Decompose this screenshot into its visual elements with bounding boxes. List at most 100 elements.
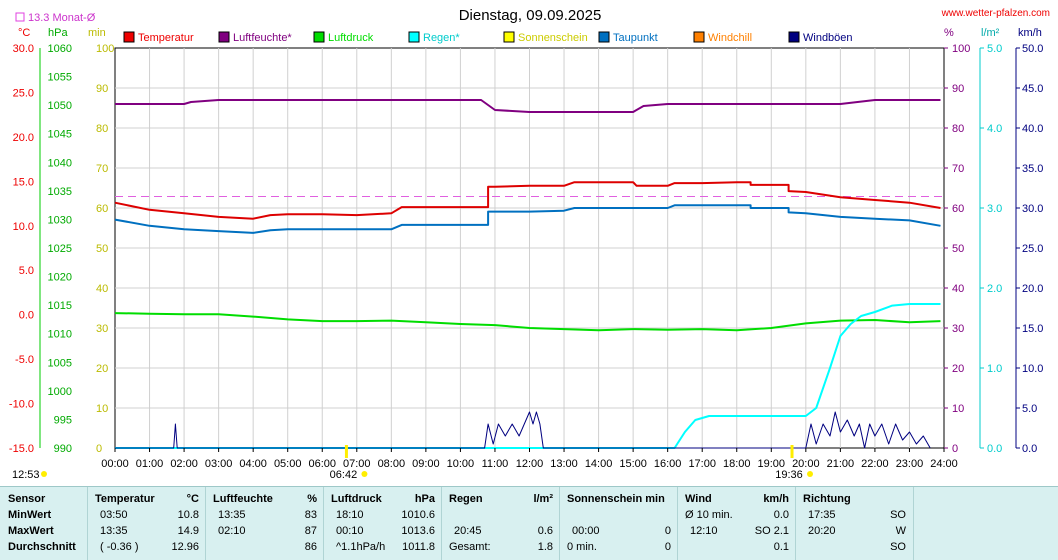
legend-swatch bbox=[788, 31, 800, 43]
temperature-time: 03:50 bbox=[100, 509, 128, 521]
x-tick-label: 16:00 bbox=[654, 458, 682, 470]
sun-axis-tick-label: 30 bbox=[96, 323, 108, 335]
header-wind: Wind bbox=[685, 493, 712, 505]
x-tick-label: 11:00 bbox=[482, 458, 509, 470]
temp-unit-label: °C bbox=[18, 27, 30, 39]
pressure-axis-tick-label: 1035 bbox=[48, 186, 72, 198]
column-divider bbox=[87, 487, 88, 560]
rain-value: 0.6 bbox=[537, 525, 553, 537]
x-tick-label: 06:00 bbox=[308, 458, 336, 470]
pressure-axis-tick-label: 1050 bbox=[48, 100, 72, 112]
humidity-value: 86 bbox=[304, 541, 317, 553]
pressure-axis-tick-label: 990 bbox=[54, 443, 72, 455]
humidity-axis-tick-label: 20 bbox=[952, 363, 964, 375]
x-tick-label: 04:00 bbox=[239, 458, 267, 470]
row-label: MaxWert bbox=[8, 525, 54, 537]
daylength-label: 12:53 bbox=[12, 469, 40, 481]
sunshine-time: 00:00 bbox=[572, 525, 600, 537]
legend-swatch bbox=[313, 31, 325, 43]
sun-axis-tick-label: 60 bbox=[96, 203, 108, 215]
x-tick-label: 21:00 bbox=[827, 458, 855, 470]
temperature-value: 12.96 bbox=[171, 541, 199, 553]
header-sunshine: Sonnenschein min bbox=[567, 493, 665, 505]
wind-axis-tick-label: 15.0 bbox=[1022, 323, 1043, 335]
direction-value: SO bbox=[890, 509, 906, 521]
temp-axis-tick-label: 5.0 bbox=[19, 265, 34, 277]
rain-axis-tick-label: 2.0 bbox=[987, 283, 1002, 295]
x-tick-label: 22:00 bbox=[861, 458, 889, 470]
pressure-axis-tick-label: 1025 bbox=[48, 243, 72, 255]
sun-axis-tick-label: 20 bbox=[96, 363, 108, 375]
wind-axis-tick-label: 25.0 bbox=[1022, 243, 1043, 255]
pressure-axis-tick-label: 1010 bbox=[48, 329, 72, 341]
row-label: MinWert bbox=[8, 509, 52, 521]
humidity-unit-label: % bbox=[944, 27, 954, 39]
sunshine-value: 0 bbox=[664, 541, 671, 553]
x-tick-label: 18:00 bbox=[723, 458, 751, 470]
column-divider bbox=[323, 487, 324, 560]
wind-axis-tick-label: 40.0 bbox=[1022, 123, 1043, 135]
temp-axis-tick-label: 30.0 bbox=[13, 43, 34, 55]
header-rain-unit: l/m² bbox=[533, 493, 553, 505]
legend-label: Taupunkt bbox=[613, 32, 658, 44]
sunrise-dot bbox=[361, 471, 368, 477]
header-humidity: Luftfeuchte bbox=[213, 493, 273, 505]
column-divider bbox=[913, 487, 914, 560]
x-tick-label: 09:00 bbox=[412, 458, 440, 470]
humidity-axis-tick-label: 30 bbox=[952, 323, 964, 335]
temp-axis-tick-label: 20.0 bbox=[13, 132, 34, 144]
pressure-axis-tick-label: 1030 bbox=[48, 214, 72, 226]
x-tick-label: 15:00 bbox=[619, 458, 647, 470]
sun-axis-tick-label: 50 bbox=[96, 243, 108, 255]
header-wind-unit: km/h bbox=[763, 493, 789, 505]
series-line-luftfeuchte bbox=[115, 99, 941, 113]
weather-chart: 30.0 25.0 20.0 15.0 10.0 5.0 0.0 -5.0 -10.0 -15.0… bbox=[9, 7, 1050, 481]
pressure-axis-tick-label: 1060 bbox=[48, 43, 72, 55]
pressure-value: 1013.6 bbox=[401, 525, 435, 537]
temperature-time: ( -0.36 ) bbox=[100, 541, 139, 553]
rain-unit-label: l/m² bbox=[981, 27, 1000, 39]
column-divider bbox=[795, 487, 796, 560]
humidity-time: 02:10 bbox=[218, 525, 246, 537]
pressure-axis-tick-label: 1000 bbox=[48, 386, 72, 398]
rain-axis-tick-label: 5.0 bbox=[987, 43, 1002, 55]
x-tick-label: 12:00 bbox=[516, 458, 544, 470]
direction-value: W bbox=[895, 525, 906, 537]
wind-axis-tick-label: 30.0 bbox=[1022, 203, 1043, 215]
x-tick-label: 13:00 bbox=[550, 458, 578, 470]
source-label: www.wetter-pfalzen.com bbox=[941, 8, 1050, 19]
x-tick-label: 20:00 bbox=[792, 458, 820, 470]
statistics-table: Sensor Temperatur °C Luftfeuchte% Luftdruck h… bbox=[0, 486, 1058, 560]
legend-label: Windchill bbox=[708, 32, 752, 44]
pressure-axis-tick-label: 1045 bbox=[48, 129, 72, 141]
humidity-axis-tick-label: 50 bbox=[952, 243, 964, 255]
series-line-windben bbox=[115, 411, 931, 449]
header-humidity-unit: % bbox=[307, 493, 317, 505]
humidity-axis-tick-label: 40 bbox=[952, 283, 964, 295]
sunset-dot bbox=[807, 471, 814, 477]
rain-time: Gesamt: bbox=[449, 541, 491, 553]
sun-axis-tick-label: 100 bbox=[96, 43, 114, 55]
temp-axis-tick-label: -15.0 bbox=[9, 443, 34, 455]
direction-time: 17:35 bbox=[808, 509, 836, 521]
temp-axis-tick-label: 0.0 bbox=[19, 310, 34, 322]
sun-axis-tick-label: 90 bbox=[96, 83, 108, 95]
temp-axis-tick-label: -10.0 bbox=[9, 399, 34, 411]
header-temperature-unit: °C bbox=[186, 493, 199, 505]
column-divider bbox=[205, 487, 206, 560]
pressure-axis-tick-label: 1005 bbox=[48, 357, 72, 369]
humidity-axis-tick-label: 10 bbox=[952, 403, 964, 415]
direction-time: 20:20 bbox=[808, 525, 836, 537]
column-divider bbox=[441, 487, 442, 560]
x-tick-label: 07:00 bbox=[343, 458, 371, 470]
wind-axis-tick-label: 35.0 bbox=[1022, 163, 1043, 175]
daylength-dot bbox=[41, 471, 47, 477]
humidity-value: 83 bbox=[304, 509, 317, 521]
series-line-regen bbox=[115, 303, 941, 449]
series-line-taupunkt bbox=[114, 204, 941, 234]
sun-axis-tick-label: 70 bbox=[96, 163, 108, 175]
wind-time: Ø 10 min. bbox=[685, 509, 733, 521]
header-temperature: Temperatur bbox=[95, 493, 155, 505]
x-tick-label: 17:00 bbox=[688, 458, 716, 470]
sunrise-label: 06:42 bbox=[330, 469, 358, 481]
